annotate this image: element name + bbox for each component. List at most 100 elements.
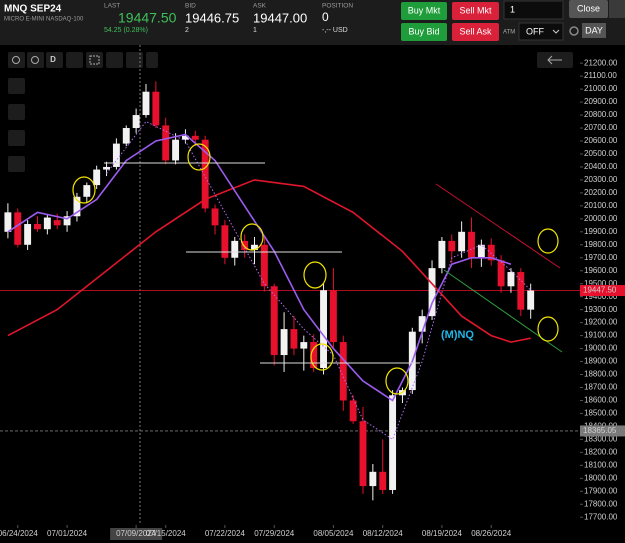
tool[interactable] [8, 130, 25, 146]
tool[interactable] [106, 52, 123, 68]
y-tick-label: 20600.00 [584, 136, 618, 145]
button-bg [452, 2, 499, 20]
price-tag [580, 425, 625, 437]
sell-ask-button[interactable]: Sell Ask [452, 23, 499, 41]
button-bg [569, 0, 608, 18]
x-tick-label: 08/19/2024 [422, 529, 463, 538]
tool[interactable] [146, 52, 158, 68]
atm-dropdown[interactable]: OFF [518, 22, 564, 41]
x-tick-label: 08/26/2024 [471, 529, 512, 538]
highlight-circle [303, 261, 327, 289]
ask-label: ASK [253, 3, 267, 10]
buy-mkt-button[interactable]: Buy Mkt [401, 2, 447, 20]
tif-button[interactable]: DAY [582, 23, 606, 38]
candle-body [389, 395, 397, 490]
price-tag-label: 19447.50 [583, 286, 617, 295]
bid: 19446.75 [185, 10, 239, 25]
tool[interactable] [46, 52, 63, 68]
settings-icon[interactable] [569, 26, 579, 36]
candle-body [162, 125, 170, 161]
candle-body [349, 400, 357, 422]
zoom-in-icon [12, 56, 20, 64]
quantity-input[interactable]: 1 [503, 0, 564, 20]
last-price: 19447.50 [118, 10, 177, 26]
y-tick-label: 19900.00 [584, 227, 618, 236]
y-tick-label: 20300.00 [584, 175, 618, 184]
x-tick-label: 08/12/2024 [363, 529, 404, 538]
trend-line [435, 183, 561, 269]
candle-body [142, 91, 150, 116]
y-tick-label: 18500.00 [584, 409, 618, 418]
button-label: Close [577, 3, 600, 13]
y-tick-label: 18000.00 [584, 473, 618, 482]
y-tick-label: 19100.00 [584, 331, 618, 340]
y-tick-label: 19700.00 [584, 253, 618, 262]
highlight-circle [385, 367, 409, 395]
candle-body [438, 240, 446, 269]
tool[interactable] [126, 52, 143, 68]
candle-body [93, 169, 101, 186]
tool[interactable] [8, 52, 25, 68]
y-tick-label: 20700.00 [584, 123, 618, 132]
change: 54.25 (0.28%) [104, 27, 148, 34]
y-tick-label: 18300.00 [584, 434, 618, 443]
y-tick-label: 21100.00 [584, 71, 617, 80]
candle-body [24, 224, 32, 245]
chevron [552, 29, 560, 34]
buy-bid-button[interactable]: Buy Bid [401, 23, 447, 41]
candle-body [112, 143, 120, 167]
tool[interactable] [8, 104, 25, 120]
price-tag [580, 285, 625, 297]
y-tick-label: 20900.00 [584, 97, 618, 106]
tool[interactable] [66, 52, 83, 68]
button-bg [582, 23, 606, 38]
sell-mkt-button[interactable]: Sell Mkt [452, 2, 499, 20]
candle-body [507, 272, 515, 287]
highlight-circle [537, 316, 559, 342]
x-tick-label: 07/29/2024 [254, 529, 295, 538]
x-tick-label: 08/05/2024 [313, 529, 354, 538]
tool-label: D [50, 55, 56, 64]
position: 0 [322, 10, 329, 24]
close-button[interactable]: Close [569, 0, 608, 18]
button-label: Buy Mkt [408, 5, 441, 15]
dropdown[interactable] [609, 0, 625, 18]
indicator-line [7, 179, 531, 343]
x-tick-label: 07/01/2024 [47, 529, 88, 538]
y-tick-label: 19800.00 [584, 240, 618, 249]
tool[interactable] [8, 156, 25, 172]
tool[interactable] [27, 52, 44, 68]
candle-body [497, 260, 505, 287]
candle-body [487, 244, 495, 261]
y-tick-label: 19600.00 [584, 266, 618, 275]
chart-annotation: (M)NQ [441, 329, 474, 341]
input-bg [503, 0, 564, 20]
y-tick-label: 19300.00 [584, 305, 618, 314]
y-tick-label: 17800.00 [584, 499, 618, 508]
candle-body [34, 224, 41, 230]
candle-body [103, 166, 110, 170]
candle-body [43, 217, 51, 230]
back-icon [547, 55, 562, 65]
button-bg [452, 23, 499, 41]
bid-size: 2 [185, 27, 189, 34]
tool[interactable] [8, 78, 25, 94]
select-icon [89, 55, 100, 65]
y-tick-label: 18100.00 [584, 460, 618, 469]
y-tick-label: 21000.00 [584, 84, 618, 93]
y-tick-label: 20200.00 [584, 188, 618, 197]
candle-body [14, 212, 22, 245]
candle-body [329, 290, 337, 343]
tif: DAY [585, 25, 603, 35]
tool[interactable] [86, 52, 103, 68]
highlight-circle [537, 228, 559, 254]
candle-body [458, 231, 466, 252]
indicator-line [106, 120, 532, 441]
candle-body [379, 471, 387, 490]
drawings [72, 143, 563, 395]
symbol: MNQ SEP24 [4, 4, 62, 15]
candle-body [290, 329, 298, 349]
candle-body [359, 421, 367, 487]
candle-body [122, 128, 130, 144]
